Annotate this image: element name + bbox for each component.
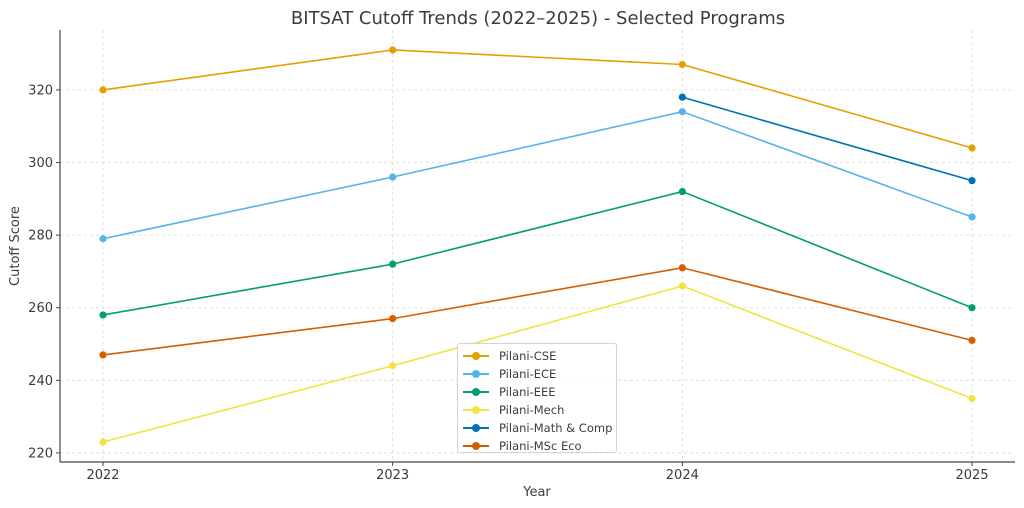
data-point [389,315,397,323]
x-tick-label: 2023 [376,468,409,483]
y-axis-label: Cutoff Score [8,206,23,286]
legend-swatch [463,423,489,433]
chart-title: BITSAT Cutoff Trends (2022–2025) - Selec… [291,8,785,29]
legend-swatch [463,369,489,379]
series-line [682,96,973,182]
x-tick-label: 2022 [86,468,119,483]
data-point [389,260,397,268]
legend-label: Pilani-EEE [499,385,556,399]
data-point [389,46,397,54]
legend-item: Pilani-Math & Comp [458,419,616,437]
series-pilani-msc-eco [99,264,976,359]
series-pilani-cse [99,46,976,152]
data-point [678,93,686,101]
legend-label: Pilani-MSc Eco [499,439,582,453]
series-line [102,266,973,356]
data-point [968,213,976,221]
grid-lines [60,30,1015,462]
series-line [102,49,973,149]
y-axis-ticks: 220 240 260 280 300 320 [28,83,60,461]
series-pilani-eee [99,187,976,319]
data-point [678,60,686,69]
y-tick-label: 220 [28,446,53,461]
x-tick-label: 2025 [955,468,988,483]
y-tick-label: 320 [28,83,53,98]
legend: Pilani-CSE Pilani-ECE Pilani-EEE Pilani-Mec… [457,343,617,453]
legend-swatch [463,351,489,361]
data-point [968,144,976,152]
legend-item: Pilani-MSc Eco [458,437,616,455]
series-group [99,46,976,446]
series-pilani-ece [99,108,976,243]
legend-swatch [463,387,489,397]
x-axis-ticks: 2022 2023 2024 2025 [86,462,989,483]
data-point [389,362,397,370]
axes [59,30,1015,463]
x-tick-label: 2024 [666,468,699,483]
data-point [678,264,686,272]
data-point [99,86,107,94]
data-point [99,311,107,319]
legend-item: Pilani-EEE [458,383,616,401]
data-point [968,177,976,185]
data-point [99,438,107,446]
legend-swatch [463,405,489,415]
data-point [968,394,976,403]
y-tick-label: 240 [28,374,53,389]
data-point [99,351,107,359]
legend-label: Pilani-Math & Comp [499,421,613,435]
y-tick-label: 280 [28,229,53,244]
series-line [102,190,973,316]
data-point [99,235,107,243]
series-pilani-math-comp [678,93,976,185]
series-line [102,110,973,240]
legend-label: Pilani-Mech [499,403,565,417]
data-point [678,108,686,116]
series-line [102,285,973,443]
data-point [968,336,976,344]
data-point [968,304,976,312]
legend-label: Pilani-ECE [499,367,557,381]
legend-swatch [463,441,489,451]
data-point [678,282,686,290]
data-point [389,173,397,181]
data-point [678,187,686,196]
legend-label: Pilani-CSE [499,349,557,363]
legend-item: Pilani-ECE [458,365,616,383]
series-pilani-mech [99,282,976,446]
legend-item: Pilani-CSE [458,347,616,365]
legend-item: Pilani-Mech [458,401,616,419]
y-tick-label: 300 [28,156,53,171]
x-axis-label: Year [522,485,551,500]
y-tick-label: 260 [28,301,53,316]
